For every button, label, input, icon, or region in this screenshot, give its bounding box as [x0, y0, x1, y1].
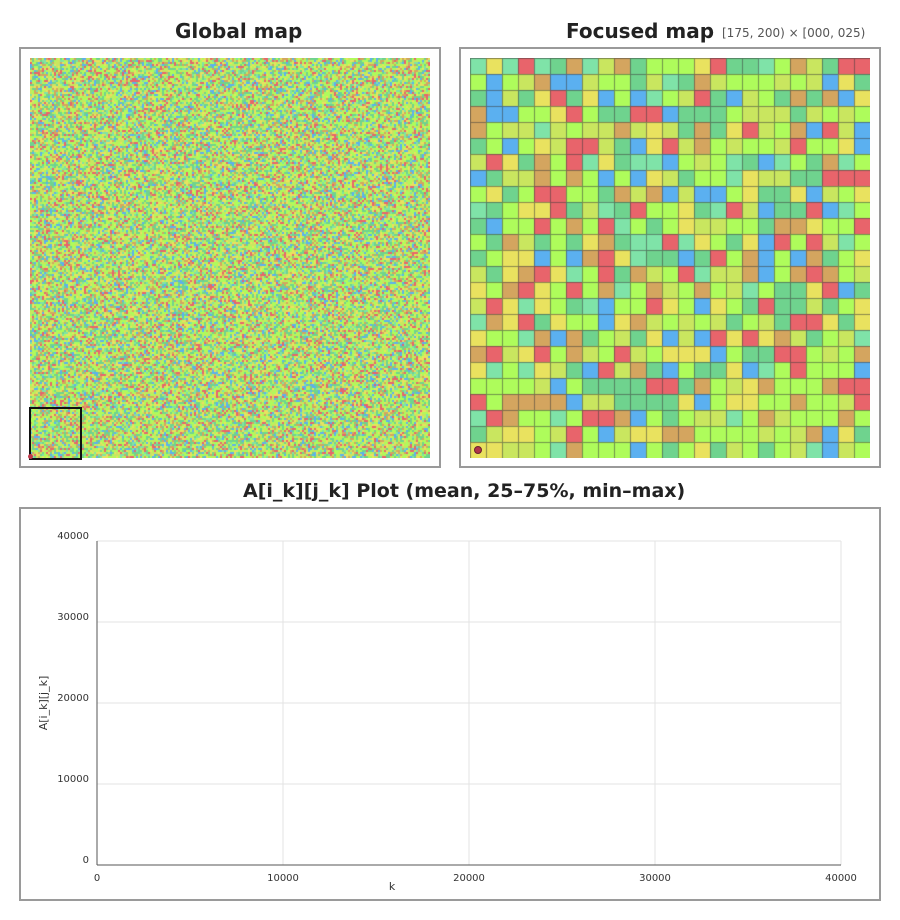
y-tick-label: 0	[83, 855, 89, 866]
x-tick-label: 0	[94, 873, 100, 884]
focus-region-selector[interactable]	[29, 407, 82, 460]
y-tick-label: 30000	[57, 612, 89, 623]
focused-position-marker	[474, 446, 482, 454]
y-tick-label: 20000	[57, 693, 89, 704]
x-tick-label: 30000	[639, 873, 671, 884]
plot-title: A[i_k][j_k] Plot (mean, 25–75%, min–max)	[243, 480, 686, 502]
plot-panel	[19, 507, 881, 901]
value-plot: 0 10000 20000 30000 40000 0 10000 20000 30000 400…	[37, 531, 857, 893]
x-tick-label: 40000	[825, 873, 857, 884]
global-position-marker	[28, 454, 33, 459]
x-tick-label: 20000	[453, 873, 485, 884]
plot-ticks: 0 10000 20000 30000 40000 0 10000 20000 30000 400…	[57, 531, 857, 884]
focused-map-title: Focused map	[566, 19, 715, 43]
global-heatmap[interactable]	[30, 58, 430, 458]
x-axis-label: k	[389, 880, 396, 893]
global-map-title: Global map	[175, 19, 303, 43]
focused-heatmap[interactable]	[470, 58, 870, 458]
plot-grid	[96, 540, 842, 866]
y-tick-label: 40000	[57, 531, 89, 542]
focused-range-label: [175, 200) × [000, 025)	[722, 26, 866, 40]
y-axis-label: A[i_k][j_k]	[37, 676, 50, 731]
y-tick-label: 10000	[57, 774, 89, 785]
x-tick-label: 10000	[267, 873, 299, 884]
